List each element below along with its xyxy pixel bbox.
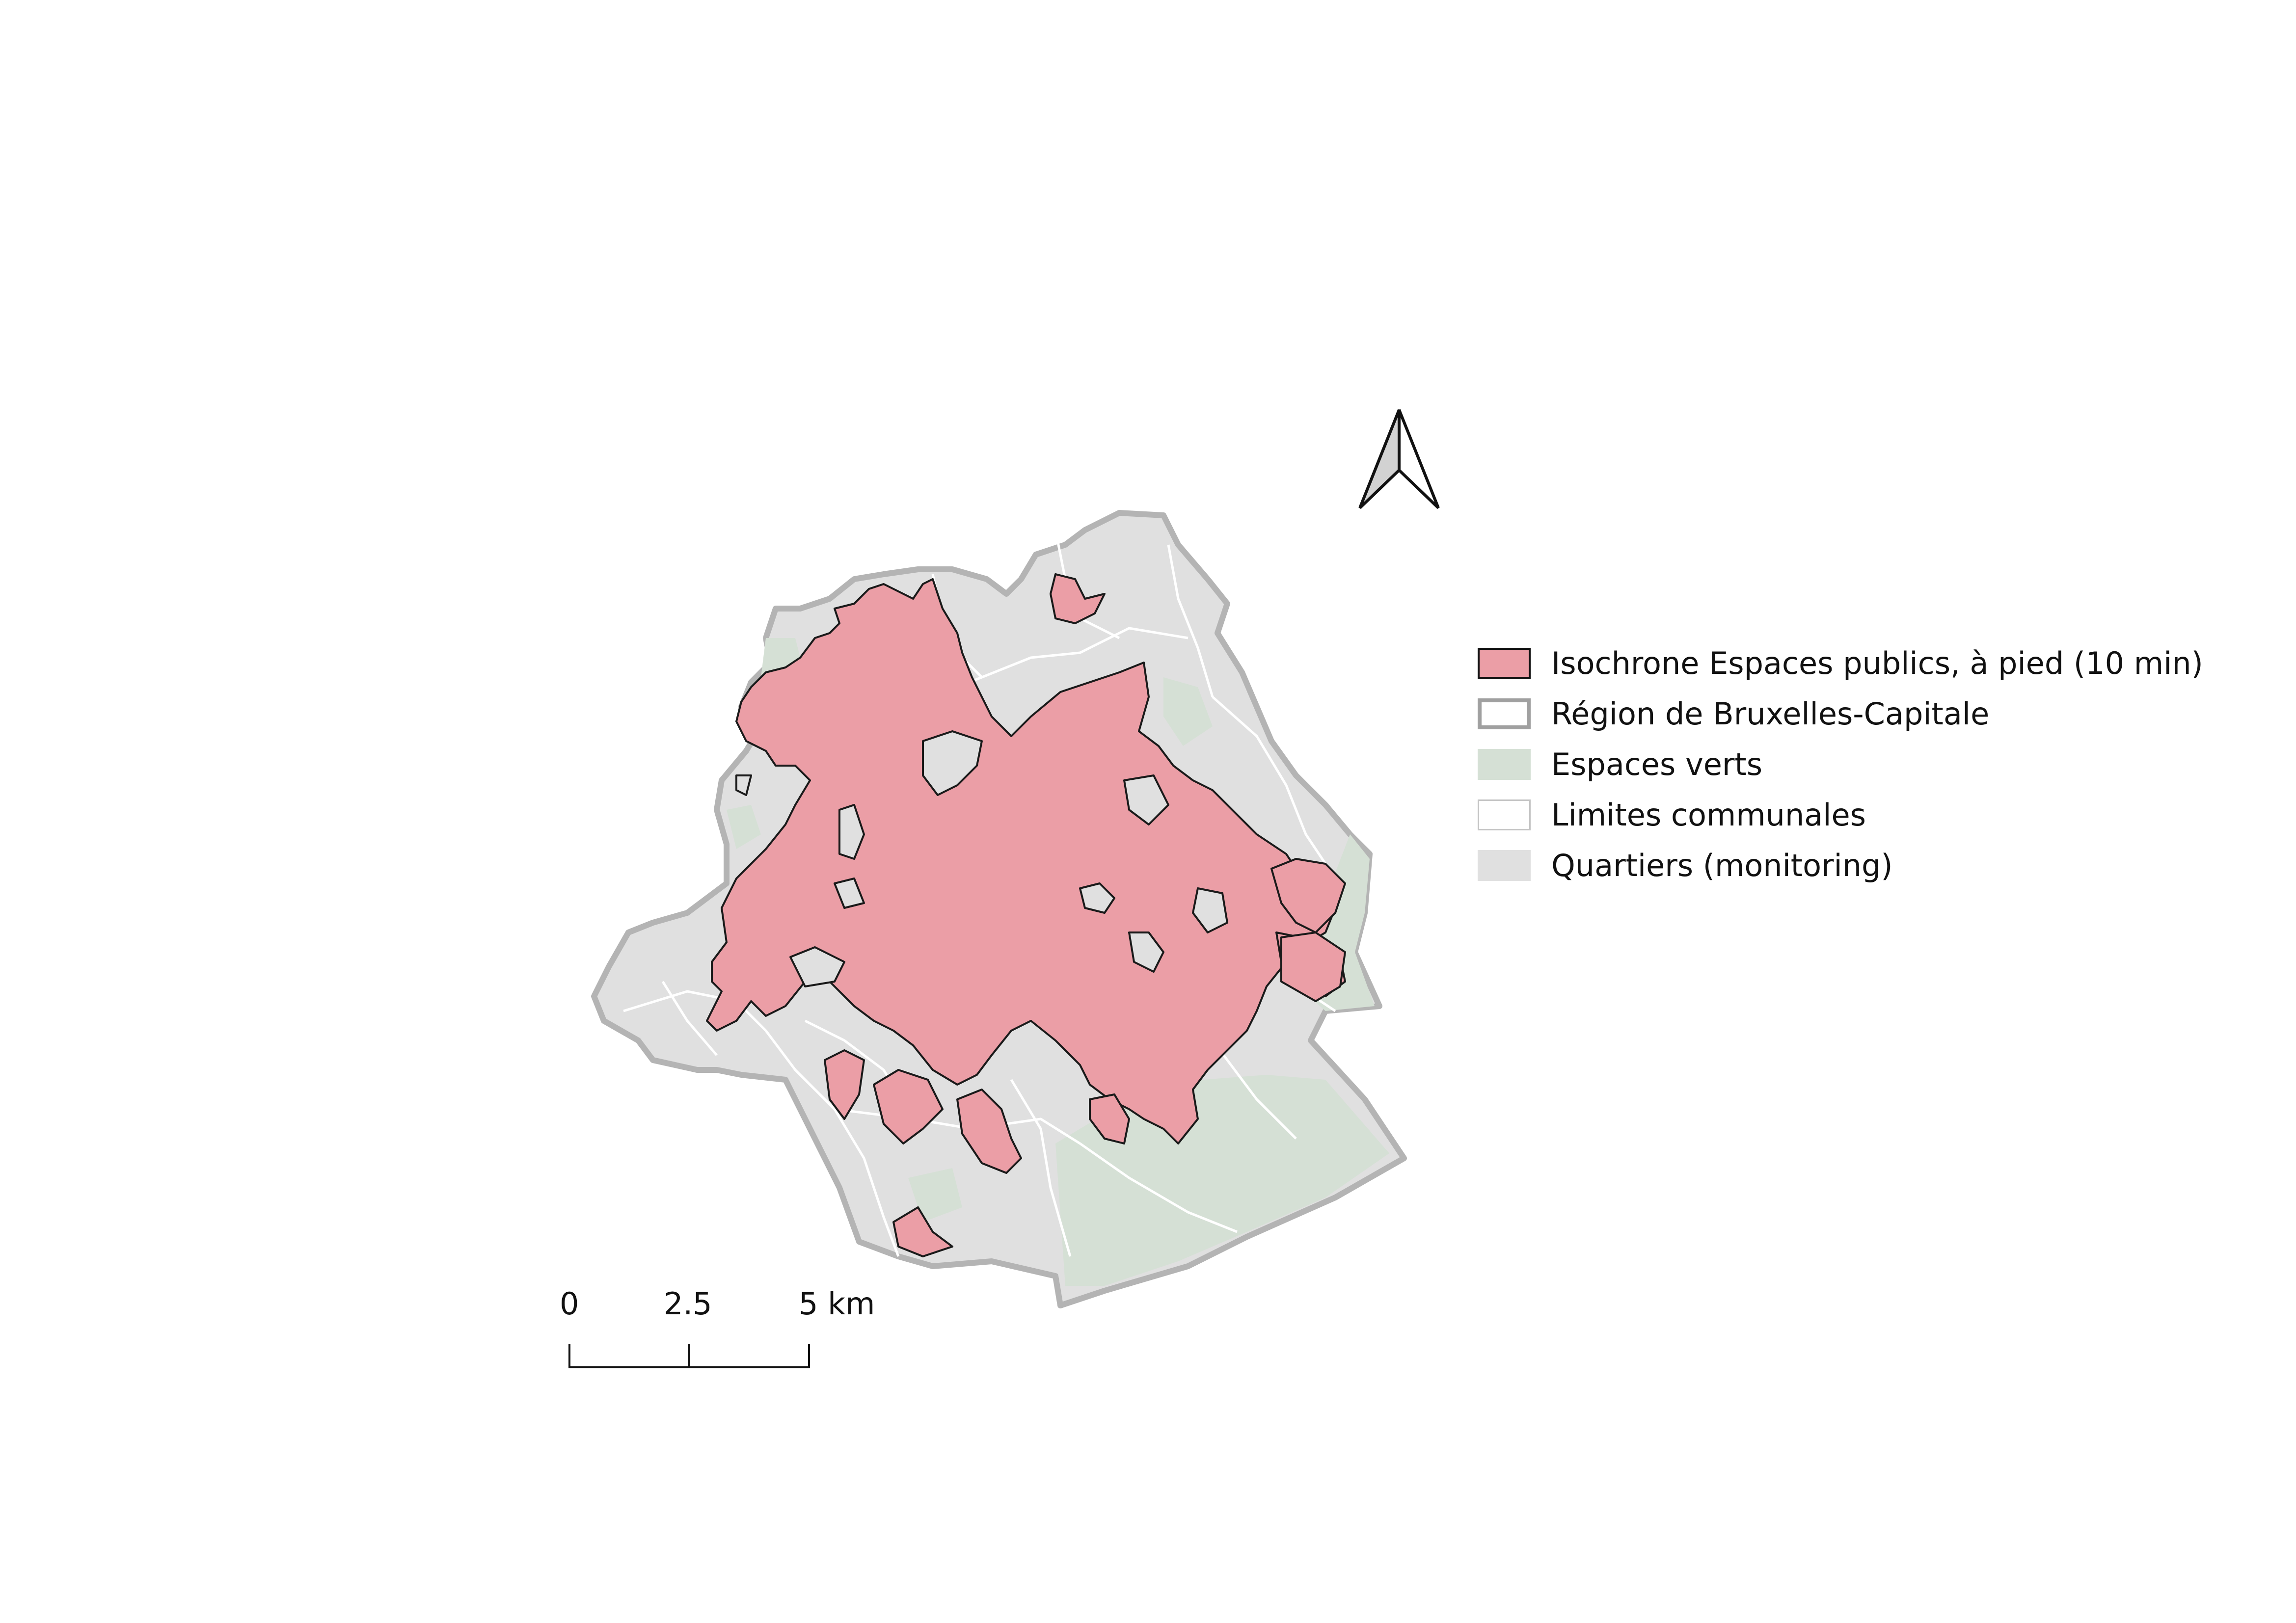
limites-swatch (1478, 799, 1531, 830)
isochrone-layer (706, 573, 1346, 1257)
isochrone-holes (735, 730, 1228, 987)
legend-label-region: Région de Bruxelles-Capitale (1551, 696, 1990, 732)
scale-label-0: 0 (560, 1286, 579, 1322)
isochrone-patch (1270, 858, 1346, 933)
north-arrow-icon (1358, 409, 1440, 509)
isochrone-patch (873, 1069, 944, 1144)
isochrone-patch (1089, 1093, 1130, 1144)
isochrone-patch (892, 1206, 953, 1257)
isochrone-patch (956, 1089, 1022, 1174)
scale-bar (568, 1344, 810, 1368)
legend-item-espaces-verts: Espaces verts (1478, 746, 2214, 783)
isochrone-swatch (1478, 648, 1531, 679)
scale-label-5km: 5 km (799, 1286, 875, 1322)
isochrone-patch (824, 1049, 865, 1120)
legend-item-region: Région de Bruxelles-Capitale (1478, 696, 2214, 733)
scale-label-2-5: 2.5 (664, 1286, 712, 1322)
legend-label-quartiers: Quartiers (monitoring) (1551, 848, 1893, 883)
isochrone-patch (1050, 573, 1106, 624)
legend-label-limites: Limites communales (1551, 797, 1866, 833)
region-swatch (1478, 698, 1531, 729)
legend-item-quartiers: Quartiers (monitoring) (1478, 848, 2214, 884)
legend-label-isochrone: Isochrone Espaces publics, à pied (10 mi… (1551, 645, 2203, 681)
legend-label-espaces-verts: Espaces verts (1551, 746, 1763, 782)
legend-item-isochrone: Isochrone Espaces publics, à pied (10 mi… (1478, 645, 2214, 682)
isochrone-patch (1280, 931, 1346, 1002)
legend-item-limites: Limites communales (1478, 797, 2214, 834)
quartiers-swatch (1478, 850, 1531, 881)
espaces-verts-swatch (1478, 749, 1531, 780)
